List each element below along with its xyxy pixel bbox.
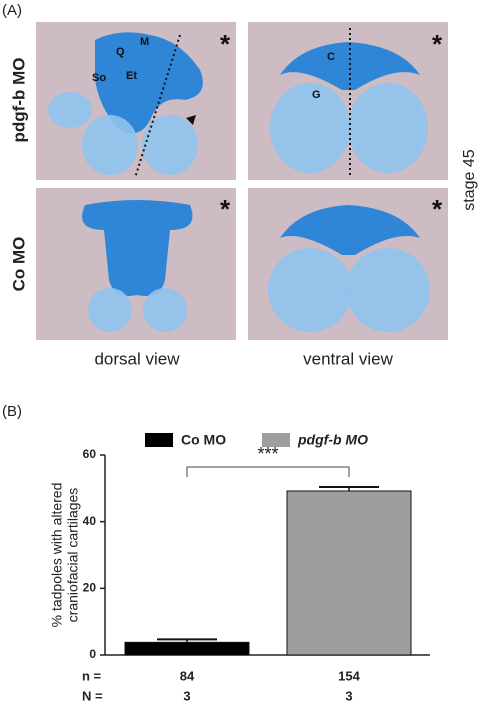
bar-chart: 0 20 40 60 % tadpoles with altered craniofaci… — [49, 432, 430, 703]
column-label: dorsal view — [94, 349, 180, 368]
legend-swatch — [262, 433, 290, 447]
row-label: Co MO — [9, 237, 28, 292]
asterisk: * — [220, 29, 231, 59]
y-tick-label: 0 — [89, 647, 96, 661]
image-dorsal-co — [36, 188, 236, 340]
bar — [124, 641, 250, 656]
y-tick-label: 20 — [83, 581, 97, 595]
N-value: 3 — [345, 688, 352, 703]
asterisk: * — [220, 194, 231, 224]
bar — [286, 490, 412, 656]
n-label: n = — [82, 668, 102, 683]
asterisk: * — [432, 29, 443, 59]
image-ventral-co — [248, 188, 448, 340]
structure-label: M — [140, 36, 149, 48]
y-axis-label: % tadpoles with altered — [49, 483, 65, 628]
N-value: 3 — [183, 688, 190, 703]
legend-swatch — [145, 433, 173, 447]
legend-label: pdgf-b MO — [297, 432, 368, 448]
structure-label: G — [312, 89, 321, 101]
y-tick-label: 60 — [83, 447, 97, 461]
image-dorsal-pdgf — [36, 22, 236, 180]
column-label: ventral view — [303, 349, 393, 368]
N-label: N = — [82, 688, 103, 703]
y-axis-label: craniofacial cartilages — [65, 488, 81, 623]
structure-label: Et — [126, 70, 137, 82]
row-label: pdgf-b MO — [9, 58, 28, 143]
significance-label: *** — [257, 444, 278, 464]
significance-bracket — [186, 466, 350, 477]
structure-label: So — [92, 72, 106, 84]
asterisk: * — [432, 194, 443, 224]
y-tick-label: 40 — [83, 514, 97, 528]
structure-label: Q — [116, 46, 125, 58]
structure-label: C — [327, 51, 335, 63]
panel-label: (A) — [2, 2, 22, 19]
n-value: 154 — [338, 668, 360, 683]
legend-label: Co MO — [181, 432, 226, 448]
n-value: 84 — [180, 668, 195, 683]
image-ventral-pdgf — [248, 22, 448, 180]
stage-label: stage 45 — [461, 149, 478, 210]
panel-label: (B) — [2, 403, 22, 420]
